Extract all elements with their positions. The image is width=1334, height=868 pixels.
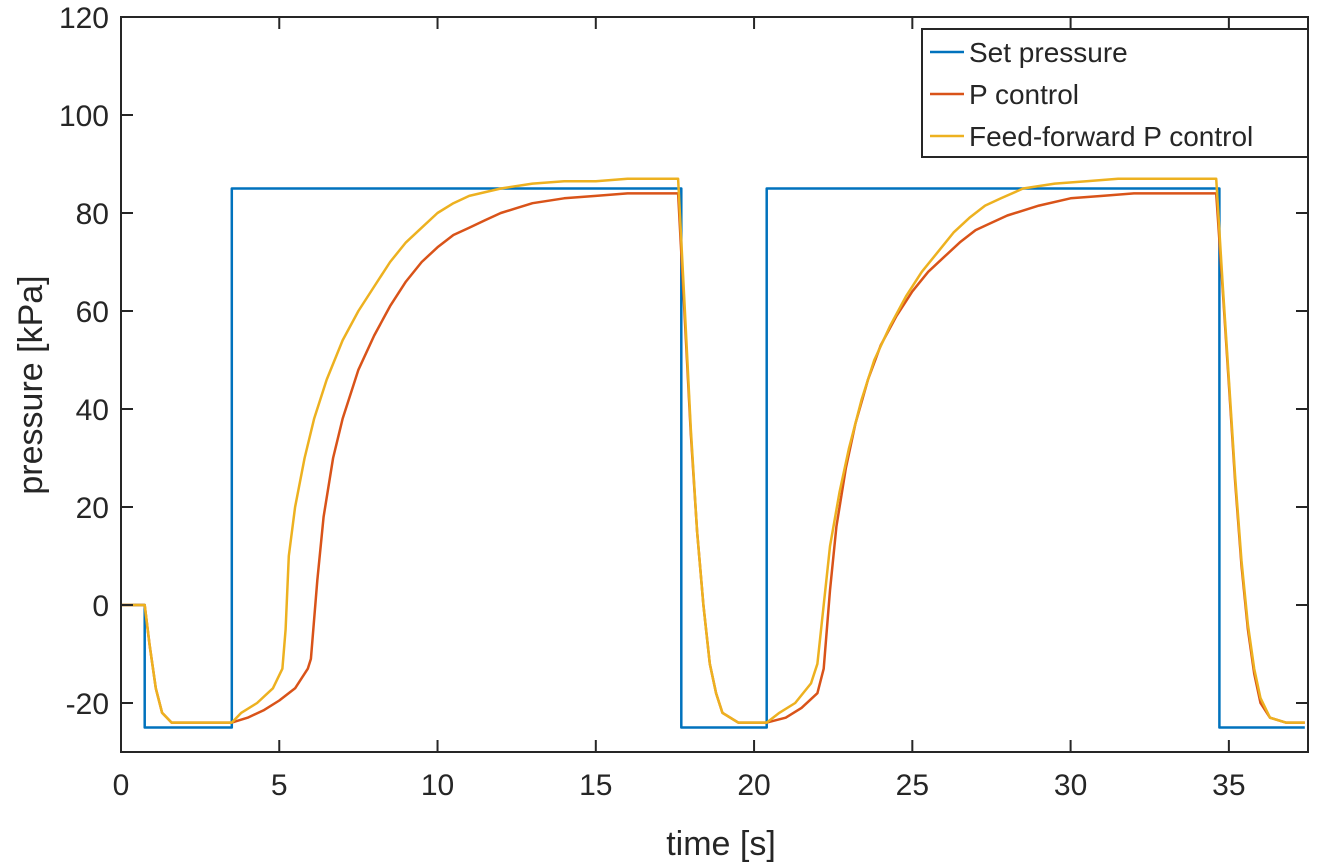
legend-box [921, 28, 1309, 158]
y-tick-label: 60 [76, 296, 109, 329]
x-tick-label: 15 [579, 769, 612, 802]
legend-label-3: Feed-forward P control [969, 121, 1253, 152]
y-tick-label: 120 [59, 2, 109, 35]
x-tick-label: 10 [421, 769, 454, 802]
y-tick-label: 40 [76, 394, 109, 427]
x-tick-label: 5 [271, 769, 288, 802]
y-tick-label: -20 [66, 688, 109, 721]
axes-box [120, 16, 1309, 753]
x-tick-label: 0 [113, 769, 130, 802]
x-tick-label: 30 [1054, 769, 1087, 802]
series-line-1 [121, 187, 1305, 729]
series-line-3 [121, 177, 1305, 724]
x-tick-label: 25 [896, 769, 929, 802]
tick-layer: 0 5 10 15 20 25 30 35 -20 0 20 40 60 80 100 120 [59, 2, 1308, 802]
x-axis-label: time [s] [666, 825, 776, 863]
y-tick-label: 100 [59, 100, 109, 133]
legend-label-2: P control [969, 79, 1079, 110]
y-tick-label: 0 [92, 590, 109, 623]
y-tick-label: 20 [76, 492, 109, 525]
legend: Set pressure P control Feed-forward P cont… [921, 28, 1309, 158]
y-axis-label: pressure [kPa] [12, 275, 50, 494]
x-tick-label: 35 [1212, 769, 1245, 802]
legend-label-1: Set pressure [969, 37, 1128, 68]
y-tick-label: 80 [76, 198, 109, 231]
x-tick-label: 20 [737, 769, 770, 802]
series-layer [121, 177, 1305, 729]
